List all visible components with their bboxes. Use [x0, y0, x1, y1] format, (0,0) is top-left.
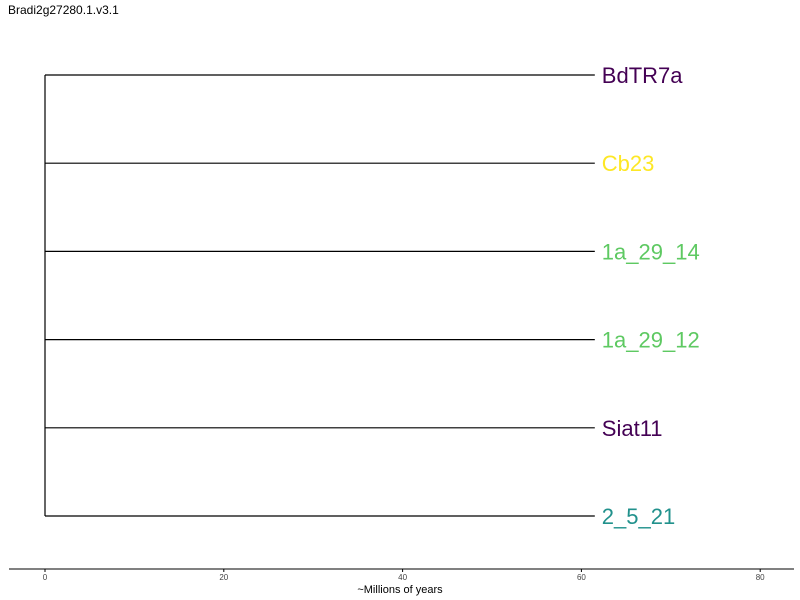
- tip-labels-group: BdTR7a Cb23 1a_29_14 1a_29_12 Siat11 2_5_21: [602, 63, 700, 529]
- time-axis: 0 20 40 60 80 ~Millions of years: [9, 568, 794, 596]
- tick-label: 0: [43, 573, 48, 582]
- tick-label: 40: [398, 573, 407, 582]
- tick-label: 80: [756, 573, 765, 582]
- tick-label: 20: [219, 573, 228, 582]
- tip-label: BdTR7a: [602, 63, 683, 88]
- tick-label: 60: [577, 573, 586, 582]
- tree-title: Bradi2g27280.1.v3.1: [8, 3, 119, 17]
- tip-label: Siat11: [602, 416, 663, 441]
- tip-label: Cb23: [602, 151, 655, 176]
- axis-title: ~Millions of years: [357, 584, 443, 596]
- tip-label: 2_5_21: [602, 504, 675, 529]
- axis-ticks: 0 20 40 60 80: [43, 569, 765, 582]
- branches-group: [44, 74, 595, 517]
- tip-label: 1a_29_12: [602, 328, 700, 353]
- tip-label: 1a_29_14: [602, 239, 700, 264]
